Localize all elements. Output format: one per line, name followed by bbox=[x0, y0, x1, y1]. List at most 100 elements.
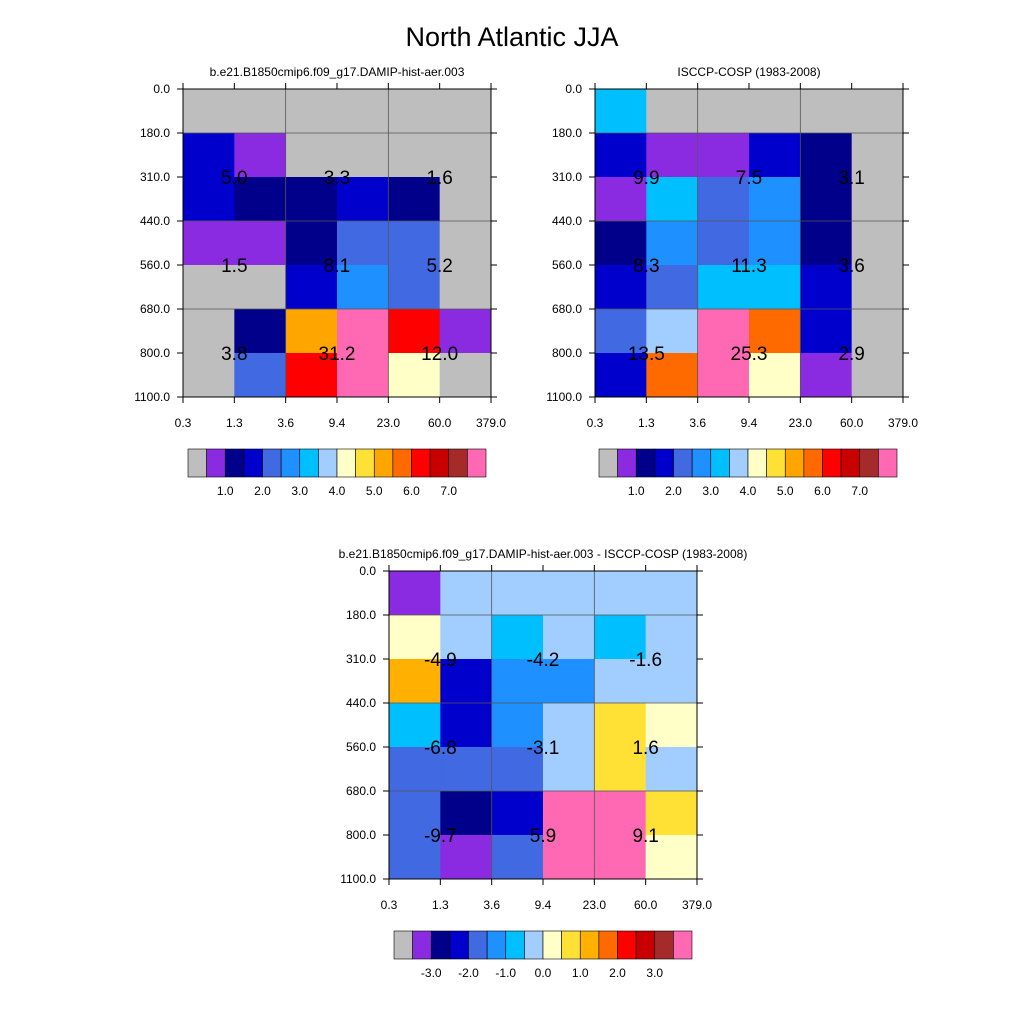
heatmap-cell bbox=[645, 659, 698, 704]
colorbar-label: 3.0 bbox=[646, 966, 663, 980]
colorbar-box bbox=[467, 448, 487, 478]
colorbar-label: 1.0 bbox=[217, 484, 234, 498]
heatmap-cell bbox=[851, 353, 904, 398]
colorbar-label: 2.0 bbox=[665, 484, 682, 498]
y-tick-label: 0.0 bbox=[153, 82, 170, 96]
heatmap-cell bbox=[543, 703, 595, 748]
heatmap-cell bbox=[234, 353, 287, 398]
x-tick-label: 1.3 bbox=[432, 898, 449, 912]
heatmap-cell bbox=[234, 89, 287, 134]
y-tick-label: 800.0 bbox=[552, 346, 582, 360]
heatmap-cell bbox=[697, 221, 750, 266]
heatmap-cell bbox=[800, 221, 853, 266]
heatmap-cell bbox=[388, 89, 441, 134]
panel-3: b.e21.B1850cmip6.f09_g17.DAMIP-hist-aer.… bbox=[339, 547, 748, 980]
colorbar-box bbox=[673, 448, 693, 478]
colorbar-box bbox=[392, 448, 412, 478]
y-tick-label: 440.0 bbox=[140, 214, 170, 228]
heatmap-cell bbox=[594, 659, 647, 704]
colorbar-box bbox=[561, 930, 581, 960]
colorbar-box bbox=[505, 930, 525, 960]
colorbar-box bbox=[729, 448, 749, 478]
data-label: 3.1 bbox=[838, 168, 864, 189]
colorbar-box bbox=[654, 930, 674, 960]
y-tick-label: 680.0 bbox=[346, 784, 376, 798]
colorbar-box bbox=[579, 930, 600, 960]
colorbar-box bbox=[412, 930, 432, 960]
heatmap-cell bbox=[646, 221, 699, 266]
heatmap-cell bbox=[337, 221, 389, 266]
heatmap-cell bbox=[800, 265, 853, 310]
heatmap-cell bbox=[440, 835, 493, 880]
data-label: -6.8 bbox=[424, 738, 457, 759]
x-tick-label: 1.3 bbox=[638, 416, 655, 430]
colorbar-box bbox=[691, 448, 712, 478]
data-label: 8.3 bbox=[633, 256, 659, 277]
data-label: 9.9 bbox=[633, 168, 659, 189]
heatmap-cell bbox=[800, 133, 853, 178]
heatmap-cell bbox=[749, 133, 801, 178]
x-tick-label: 379.0 bbox=[888, 416, 918, 430]
colorbar-box bbox=[747, 448, 767, 478]
heatmap-cell bbox=[285, 89, 338, 134]
heatmap-cell bbox=[285, 133, 338, 178]
heatmap-cell bbox=[697, 265, 750, 310]
heatmap-cell bbox=[800, 177, 853, 222]
heatmap-cell bbox=[337, 309, 389, 354]
heatmap-cell bbox=[440, 615, 493, 660]
heatmap-cell bbox=[440, 571, 493, 616]
colorbar-label: 5.0 bbox=[777, 484, 794, 498]
heatmap-cell bbox=[285, 221, 338, 266]
heatmap-cell bbox=[440, 703, 493, 748]
panel-2: ISCCP-COSP (1983-2008) 0.3 1.3 3.6 9.4 23.0 60… bbox=[546, 65, 918, 498]
heatmap-cell bbox=[595, 265, 647, 310]
heatmap-cell bbox=[491, 659, 544, 704]
colorbar-box bbox=[449, 930, 469, 960]
heatmap-cell bbox=[439, 221, 492, 266]
heatmap-cell bbox=[543, 615, 595, 660]
heatmap-cell bbox=[800, 89, 853, 134]
data-label: -4.2 bbox=[527, 650, 560, 671]
data-label: -4.9 bbox=[424, 650, 457, 671]
colorbar-box bbox=[822, 448, 842, 478]
heatmap-cell bbox=[389, 659, 441, 704]
data-label: -9.7 bbox=[424, 826, 457, 847]
colorbar-box bbox=[784, 448, 805, 478]
heatmap-cell bbox=[388, 133, 441, 178]
heatmap-cell bbox=[285, 265, 338, 310]
heatmap-cell bbox=[183, 177, 235, 222]
y-tick-label: 680.0 bbox=[552, 302, 582, 316]
colorbar-label: 7.0 bbox=[440, 484, 457, 498]
heatmap-cell bbox=[543, 571, 595, 616]
colorbar-box bbox=[430, 930, 451, 960]
y-tick-label: 310.0 bbox=[552, 170, 582, 184]
x-tick-label: 1.3 bbox=[226, 416, 243, 430]
data-label: 5.0 bbox=[221, 168, 247, 189]
x-tick-label: 0.3 bbox=[587, 416, 604, 430]
heatmap-cell bbox=[337, 265, 389, 310]
heatmap-cell bbox=[439, 177, 492, 222]
colorbar-box bbox=[393, 930, 413, 960]
data-label: 5.2 bbox=[426, 256, 452, 277]
heatmap-cell bbox=[697, 89, 750, 134]
data-label: -3.1 bbox=[527, 738, 560, 759]
heatmap-cell bbox=[697, 309, 750, 354]
heatmap-cell bbox=[543, 659, 595, 704]
heatmap-cell bbox=[595, 221, 647, 266]
heatmap-cell bbox=[337, 353, 389, 398]
heatmap-cell bbox=[440, 659, 493, 704]
heatmap-cell bbox=[645, 571, 698, 616]
colorbar-box bbox=[878, 448, 898, 478]
colorbar-box bbox=[243, 448, 263, 478]
heatmap-cell bbox=[595, 177, 647, 222]
heatmap-cell bbox=[183, 221, 235, 266]
data-label: 1.6 bbox=[632, 738, 658, 759]
y-tick-label: 310.0 bbox=[140, 170, 170, 184]
heatmap-cell bbox=[337, 89, 389, 134]
colorbar-box bbox=[187, 448, 207, 478]
colorbar-box bbox=[710, 448, 730, 478]
data-label: 11.3 bbox=[731, 256, 767, 277]
x-tick-label: 60.0 bbox=[428, 416, 452, 430]
panel-title: b.e21.B1850cmip6.f09_g17.DAMIP-hist-aer.… bbox=[210, 65, 465, 79]
colorbar-box bbox=[635, 448, 656, 478]
